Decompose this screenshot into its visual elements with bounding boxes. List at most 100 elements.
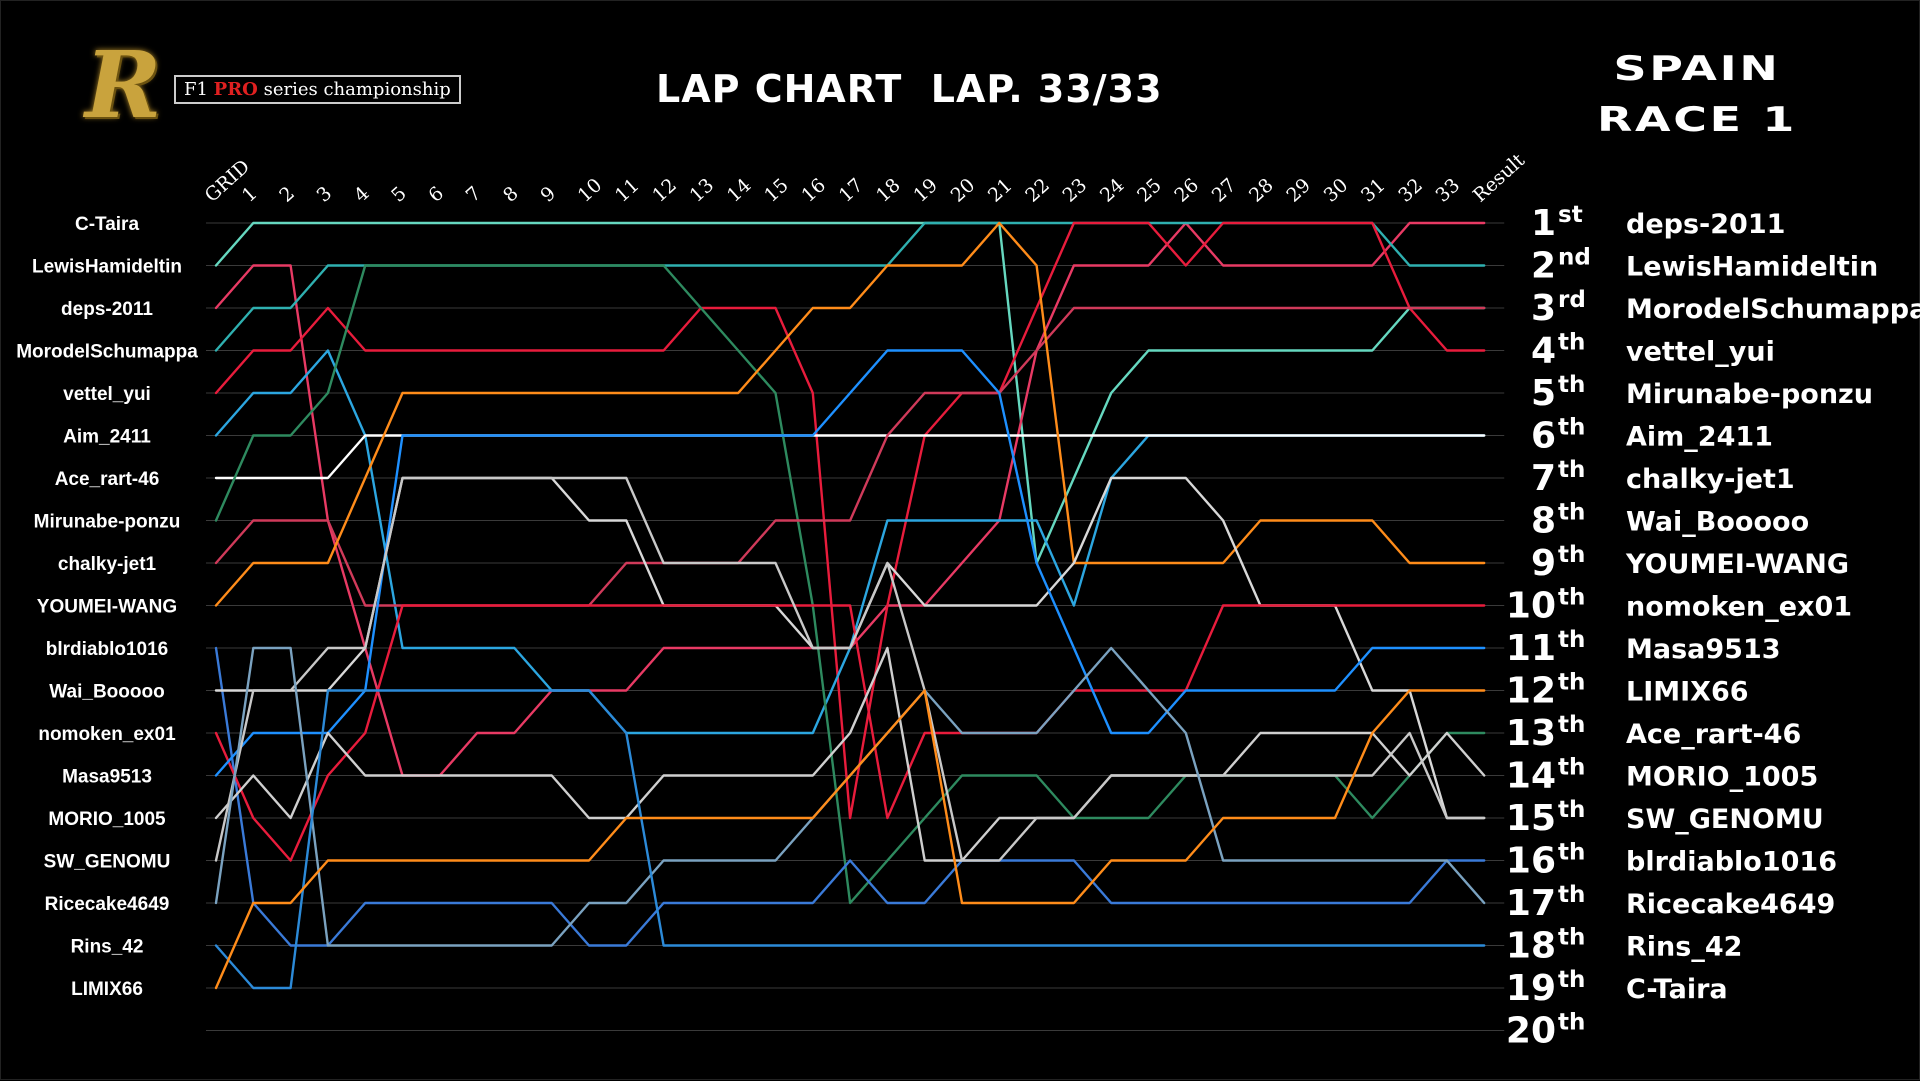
lap-label: 5 <box>387 182 411 206</box>
lap-label: 26 <box>1170 174 1203 207</box>
grid-driver-label: SW_GENOMU <box>44 852 171 873</box>
series-line-14 <box>214 646 1486 862</box>
result-position-suffix: th <box>1558 585 1585 611</box>
grid-driver-label: YOUMEI-WANG <box>37 597 177 618</box>
lap-label: 24 <box>1096 174 1129 207</box>
lap-label: 22 <box>1021 174 1054 207</box>
result-position: 20 <box>1506 1011 1556 1052</box>
result-driver-name: Aim_2411 <box>1626 422 1773 453</box>
lap-label: 25 <box>1133 174 1166 207</box>
series-line-13 <box>214 349 1486 777</box>
series-line-5 <box>214 349 1486 735</box>
championship-logo: R F1 PRO series championship <box>81 31 481 139</box>
result-position-suffix: th <box>1558 372 1585 398</box>
result-position-suffix: th <box>1558 882 1585 908</box>
grid-driver-label: deps-2011 <box>61 299 153 320</box>
result-position-suffix: th <box>1558 542 1585 568</box>
lap-label: 29 <box>1282 174 1315 207</box>
result-position-suffix: rd <box>1558 287 1586 313</box>
result-driver-name: YOUMEI-WANG <box>1625 549 1849 580</box>
logo-r-emblem: R <box>85 31 162 139</box>
lap-label: 7 <box>462 182 486 206</box>
lap-label: 6 <box>424 182 448 206</box>
race-title: RACE 1 <box>1596 100 1798 140</box>
lap-label: 19 <box>909 174 942 207</box>
series-line-15 <box>214 476 1486 862</box>
result-position: 16 <box>1506 841 1556 882</box>
result-position-suffix: th <box>1558 1010 1585 1036</box>
result-driver-name: MORIO_1005 <box>1626 762 1818 793</box>
result-position-suffix: th <box>1558 712 1585 738</box>
result-driver-name: LIMIX66 <box>1626 677 1749 708</box>
result-position-suffix: th <box>1558 670 1585 696</box>
result-position: 18 <box>1506 926 1556 967</box>
lap-label: 4 <box>350 182 374 206</box>
logo-subtitle: F1 PRO series championship <box>174 75 461 104</box>
grid-driver-label: nomoken_ex01 <box>38 724 176 745</box>
grid-driver-label: MorodelSchumappa <box>16 342 198 363</box>
lap-label: 10 <box>574 174 607 207</box>
grid-driver-label: Wai_Booooo <box>49 682 164 703</box>
result-driver-name: Rins_42 <box>1626 932 1742 963</box>
venue-title: SPAIN <box>1613 49 1781 89</box>
result-position-suffix: th <box>1558 415 1585 441</box>
series-line-18 <box>214 689 1486 990</box>
lap-label: Result <box>1469 149 1530 207</box>
series-line-12 <box>214 604 1486 862</box>
series-line-3 <box>214 221 1486 352</box>
lap-label: 30 <box>1320 174 1353 207</box>
series-line-9 <box>214 221 1486 607</box>
lap-label: 33 <box>1432 174 1465 207</box>
grid-driver-label: Rins_42 <box>71 937 144 958</box>
series-line-8 <box>214 306 1486 607</box>
result-position-suffix: st <box>1558 202 1583 228</box>
result-driver-name: Mirunabe-ponzu <box>1626 379 1873 410</box>
result-driver-name: chalky-jet1 <box>1626 464 1795 495</box>
result-driver-name: nomoken_ex01 <box>1626 592 1852 623</box>
result-position-suffix: th <box>1558 840 1585 866</box>
grid-driver-label: MORIO_1005 <box>48 809 166 830</box>
lap-label: 14 <box>723 174 756 207</box>
grid-driver-label: Aim_2411 <box>63 427 151 448</box>
lap-label: 23 <box>1059 174 1092 207</box>
series-line-1 <box>214 221 1486 565</box>
grid-driver-label: Masa9513 <box>62 767 152 788</box>
result-driver-name: SW_GENOMU <box>1626 804 1824 835</box>
result-driver-name: LewisHamideltin <box>1626 252 1878 283</box>
lap-label: 11 <box>611 174 644 207</box>
lap-label: 1 <box>238 182 262 206</box>
result-position: 7 <box>1531 458 1556 499</box>
result-position: 2 <box>1531 246 1556 287</box>
series-line-6 <box>214 434 1486 480</box>
result-position: 10 <box>1506 586 1556 627</box>
grid-driver-label: blrdiablo1016 <box>46 639 169 660</box>
lap-label: 12 <box>648 174 681 207</box>
grid-driver-labels: C-Taira LewisHamideltin deps-2011 MorodelSc… <box>16 214 198 1000</box>
lap-label: 15 <box>760 174 793 207</box>
series-line-2 <box>214 221 1486 777</box>
grid-driver-label: C-Taira <box>75 214 139 235</box>
grid-driver-label: vettel_yui <box>63 384 151 405</box>
series-line-4 <box>214 221 1486 820</box>
lap-label: 17 <box>835 174 868 207</box>
chart-title: LAP CHART LAP. 33/33 <box>656 67 1163 111</box>
lap-label: 13 <box>686 174 719 207</box>
lap-label: 3 <box>313 182 337 206</box>
result-position: 14 <box>1506 756 1556 797</box>
grid-driver-label: LIMIX66 <box>71 979 143 1000</box>
series-lines <box>214 221 1486 990</box>
grid-driver-label: Ace_rart-46 <box>55 469 160 490</box>
result-position: 4 <box>1531 331 1556 372</box>
result-driver-name: Wai_Booooo <box>1626 507 1809 538</box>
lap-label: 32 <box>1394 174 1427 207</box>
result-driver-name: Ricecake4649 <box>1626 889 1835 920</box>
result-position-suffix: th <box>1558 755 1585 781</box>
result-position: 6 <box>1531 416 1556 457</box>
result-position-suffix: th <box>1558 627 1585 653</box>
result-position: 13 <box>1506 713 1556 754</box>
lap-label: 18 <box>872 174 905 207</box>
result-position: 1 <box>1531 203 1556 244</box>
